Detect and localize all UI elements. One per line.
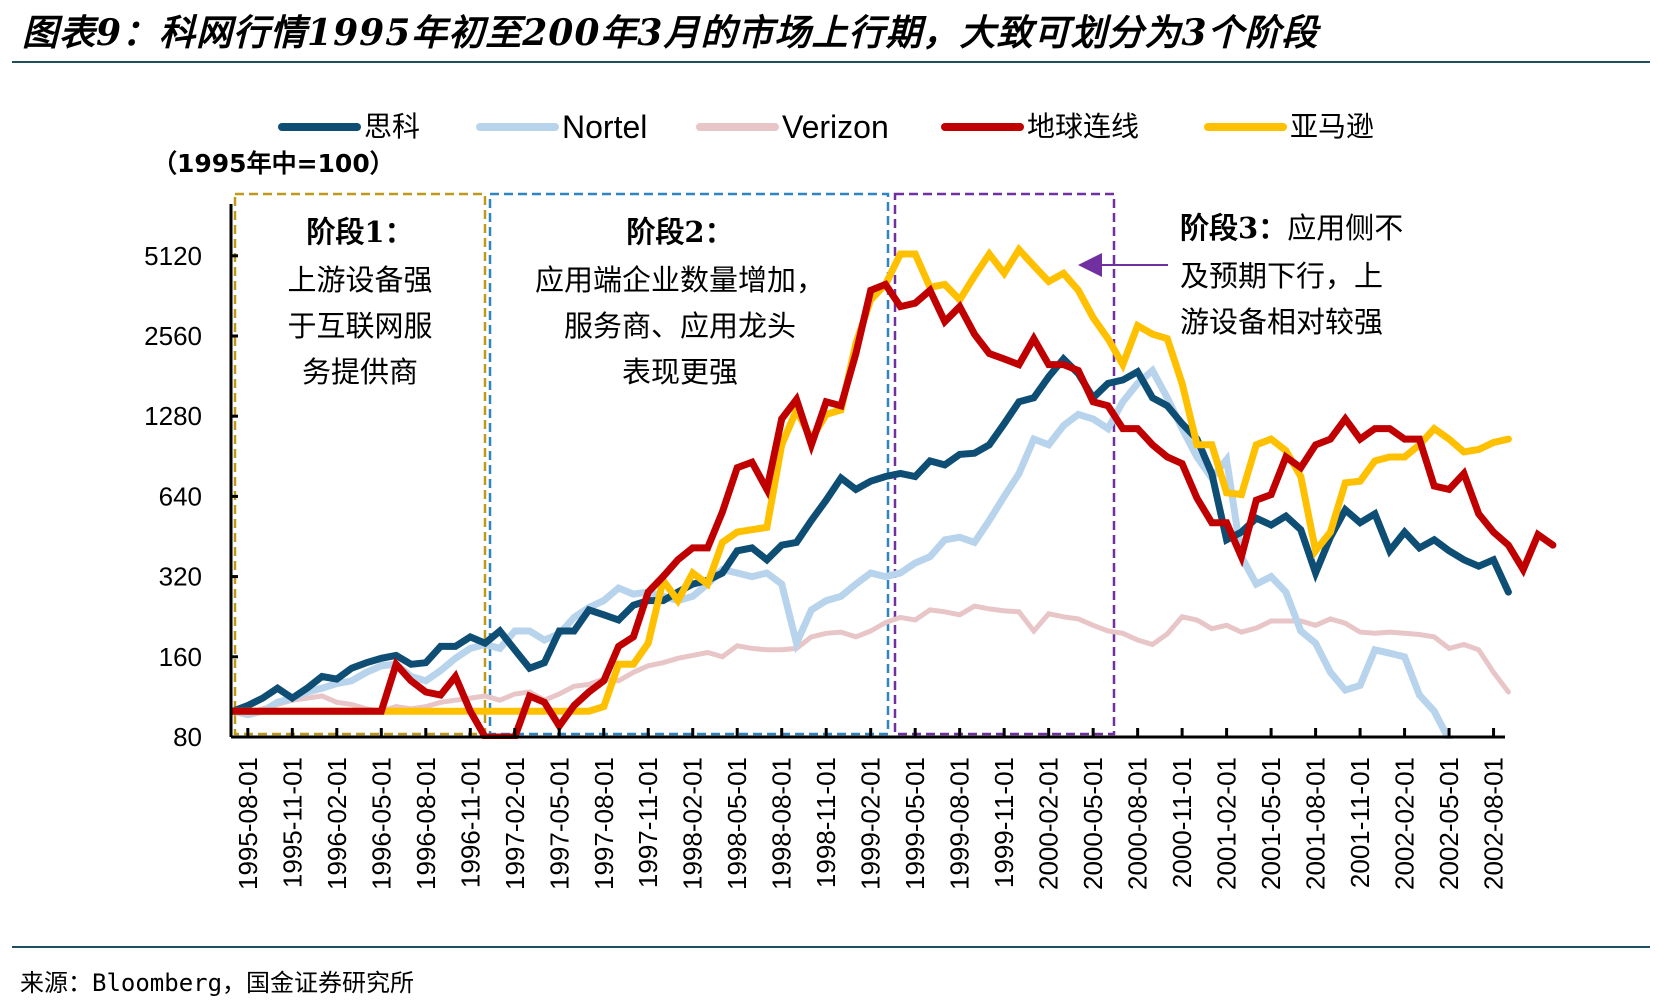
y-tick-label: 640 — [159, 481, 202, 511]
x-tick-label: 1996-08-01 — [411, 757, 441, 890]
x-tick-label: 2000-02-01 — [1034, 757, 1064, 890]
phase-2-title: 阶段2： — [626, 215, 733, 249]
x-tick-label: 1995-11-01 — [277, 757, 307, 888]
x-tick-label: 2001-11-01 — [1345, 757, 1375, 888]
x-tick-label: 1997-05-01 — [544, 757, 574, 890]
y-tick-label: 2560 — [144, 321, 202, 351]
legend-label: 地球连线 — [1027, 110, 1139, 143]
x-tick-label: 1998-02-01 — [678, 757, 708, 890]
y-axis-unit-label: （1995年中=100） — [152, 149, 395, 178]
phase-3-heading: 阶段3：应用侧不 — [1180, 211, 1403, 245]
series-line-0 — [229, 353, 1512, 715]
phase-2-text: 应用端企业数量增加， — [535, 263, 825, 297]
x-tick-label: 1998-11-01 — [811, 757, 841, 888]
phase-3-text: 及预期下行，上 — [1180, 259, 1383, 293]
phase-1-text: 务提供商 — [302, 355, 418, 389]
legend-item-4: 亚马逊 — [1204, 110, 1374, 143]
legend-item-3: 地球连线 — [941, 110, 1139, 143]
x-tick-label: 1999-02-01 — [856, 757, 886, 890]
source-note: 来源：Bloomberg，国金证券研究所 — [20, 969, 415, 997]
x-tick-label: 1997-11-01 — [633, 757, 663, 888]
phase-2-box — [488, 192, 890, 736]
x-tick-label: 2001-08-01 — [1301, 757, 1331, 890]
x-tick-label: 1999-05-01 — [900, 757, 930, 890]
phase-1-text: 上游设备强 — [287, 263, 432, 297]
top-divider — [12, 61, 1650, 63]
x-tick-label: 1997-02-01 — [500, 757, 530, 890]
x-tick-label: 2000-11-01 — [1167, 757, 1197, 888]
x-tick-label: 1997-08-01 — [589, 757, 619, 890]
legend-label: 亚马逊 — [1290, 110, 1374, 143]
x-tick-label: 1998-05-01 — [722, 757, 752, 890]
x-tick-label: 1999-11-01 — [989, 757, 1019, 888]
series-line-3 — [229, 280, 1557, 741]
phase-1-text: 于互联网服 — [287, 309, 432, 343]
x-tick-label: 2000-05-01 — [1078, 757, 1108, 890]
x-tick-label: 2000-08-01 — [1123, 757, 1153, 890]
legend-item-1: Nortel — [476, 109, 647, 145]
x-tick-label: 1996-02-01 — [322, 757, 352, 890]
x-tick-label: 2002-08-01 — [1479, 757, 1509, 890]
y-tick-label: 320 — [159, 562, 202, 592]
x-tick-label: 1996-05-01 — [366, 757, 396, 890]
series-layer — [227, 243, 1557, 799]
legend-label: Nortel — [562, 109, 647, 145]
chart-title: 图表9：科网行情1995年初至200年3月的市场上行期，大致可划分为3个阶段 — [22, 12, 1319, 54]
legend-label: 思科 — [364, 110, 420, 143]
phase-3-title: 阶段3： — [1180, 211, 1287, 245]
x-tick-label: 1996-11-01 — [455, 757, 485, 888]
axes: 80 160 320 640 1280 2560 5120 1995-08-01 1995-11… — [144, 204, 1509, 890]
x-tick-label: 1999-08-01 — [945, 757, 975, 890]
y-tick-label: 1280 — [144, 401, 202, 431]
legend-label: Verizon — [782, 109, 889, 145]
legend-item-0: 思科 — [278, 110, 420, 143]
x-tick-label: 1995-08-01 — [233, 757, 263, 890]
legend: 思科 Nortel Verizon 地球连线 亚马逊 — [278, 109, 1374, 145]
axis-mask — [227, 739, 1521, 799]
x-tick-label: 2001-05-01 — [1256, 757, 1286, 890]
phase-2-text: 服务商、应用龙头 — [564, 309, 796, 343]
x-tick-label: 2001-02-01 — [1212, 757, 1242, 890]
y-tick-label: 5120 — [144, 241, 202, 271]
x-tick-label: 2002-02-01 — [1390, 757, 1420, 890]
y-tick-label: 160 — [159, 642, 202, 672]
phase-2-text: 表现更强 — [622, 355, 738, 389]
x-tick-label: 1998-08-01 — [767, 757, 797, 890]
phase-3-text: 游设备相对较强 — [1180, 305, 1383, 339]
phase-1-box — [233, 192, 487, 736]
legend-item-2: Verizon — [696, 109, 889, 145]
x-tick-label: 2002-05-01 — [1434, 757, 1464, 890]
phase-3-text: 应用侧不 — [1287, 211, 1403, 245]
phase-1-title: 阶段1： — [306, 215, 413, 249]
y-tick-label: 80 — [173, 722, 202, 752]
series-line-1 — [229, 365, 1512, 774]
bottom-divider — [12, 946, 1650, 948]
arrow-head-icon — [1078, 253, 1102, 277]
